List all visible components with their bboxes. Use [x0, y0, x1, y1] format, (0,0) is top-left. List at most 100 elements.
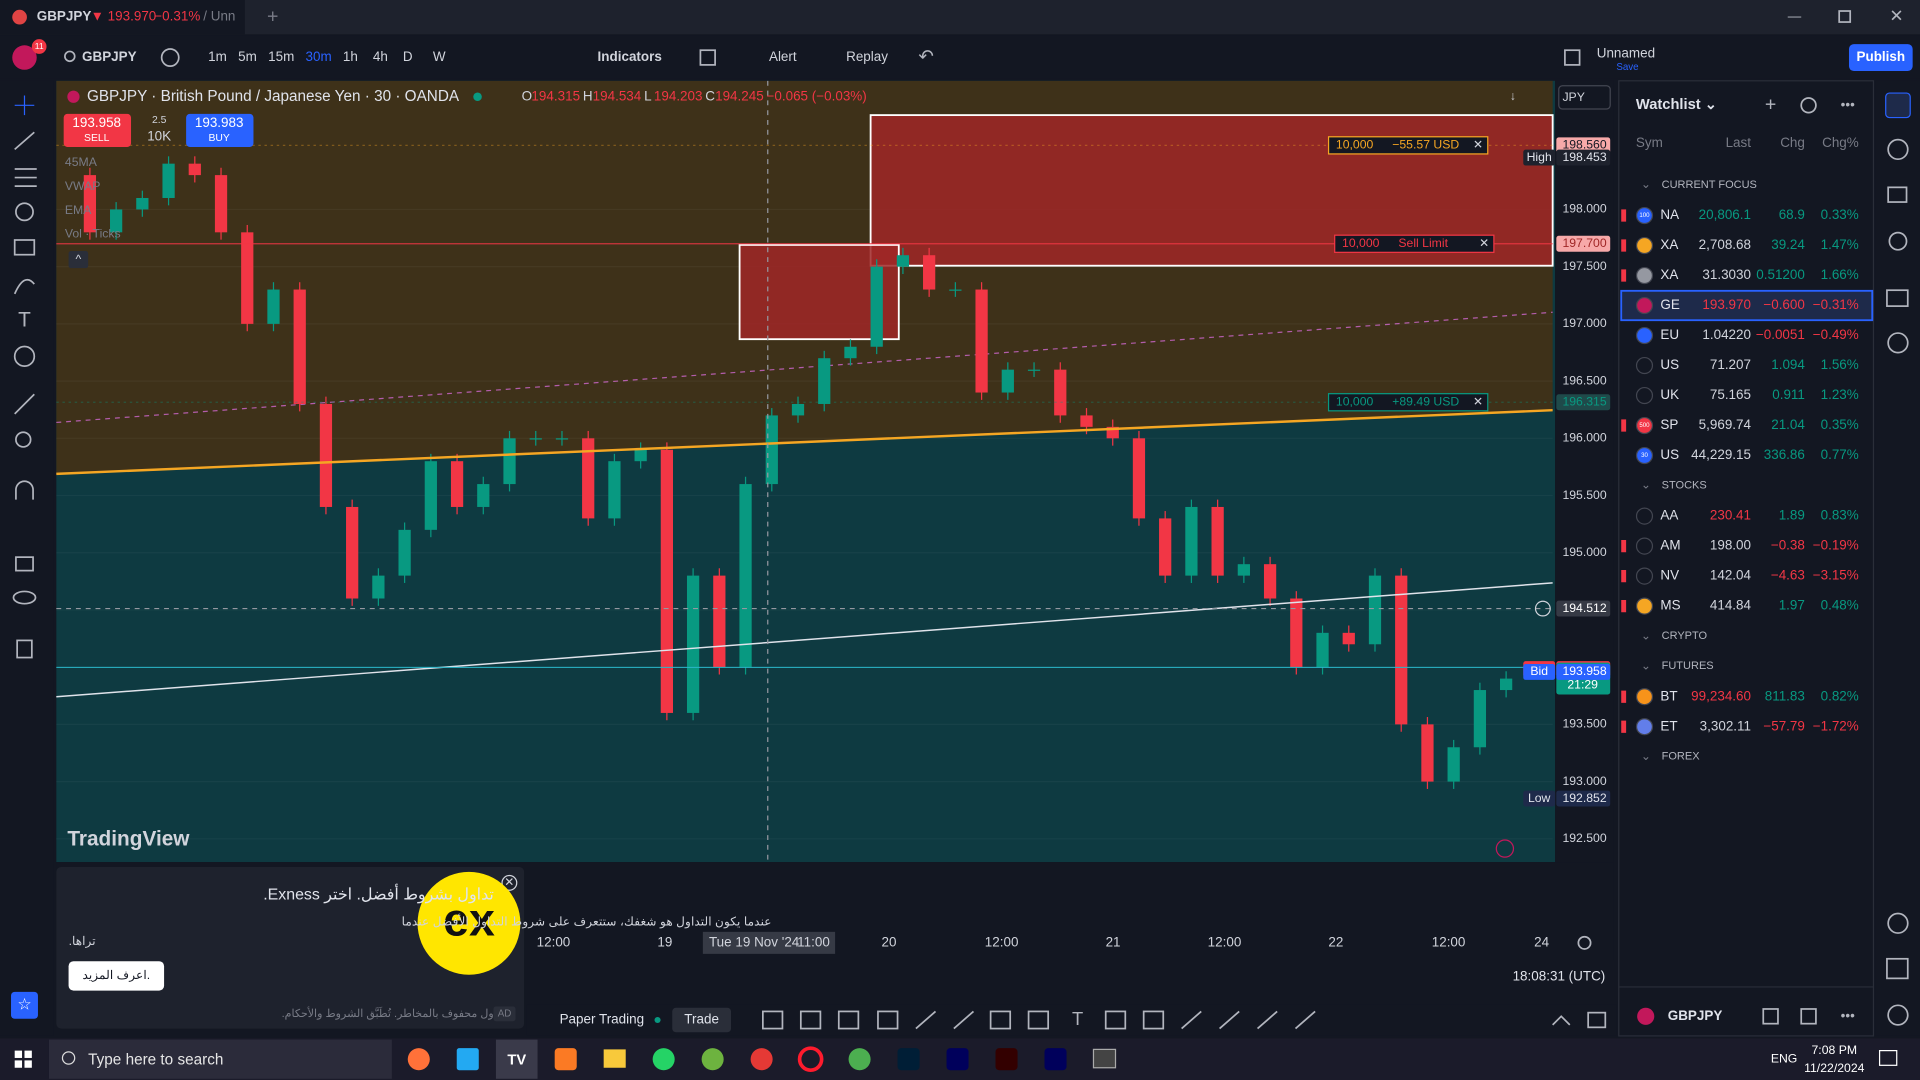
app-vscode[interactable]	[456, 1048, 479, 1071]
help-icon[interactable]	[1887, 1004, 1909, 1026]
search-box[interactable]	[48, 1039, 392, 1079]
detail-symbol[interactable]: GBPJPY	[1668, 1008, 1723, 1023]
watchlist-symbol[interactable]: XA	[1660, 267, 1678, 282]
alerts-icon[interactable]	[1887, 138, 1909, 161]
indicator[interactable]: 45MA	[65, 155, 98, 169]
watchlist-section[interactable]: FUTURES	[1662, 660, 1714, 672]
toolbar-symbol[interactable]: GBPJPY	[82, 49, 137, 64]
tool-g[interactable]	[989, 1010, 1012, 1030]
watchlist-column[interactable]: Last	[1726, 135, 1752, 150]
start-2[interactable]	[24, 1050, 32, 1058]
pattern-tool[interactable]	[15, 202, 34, 222]
tool-f[interactable]	[953, 1010, 975, 1030]
watchlist-column[interactable]: Sym	[1636, 135, 1663, 150]
app-opera[interactable]	[797, 1046, 824, 1073]
add-symbol[interactable]	[160, 48, 180, 67]
watchlist-section-toggle[interactable]: ⌄	[1641, 658, 1651, 672]
indicators-button[interactable]: Indicators	[598, 49, 662, 64]
detail-edit[interactable]	[1800, 1008, 1817, 1025]
event-icon[interactable]	[1495, 839, 1515, 858]
interval[interactable]: 4h	[373, 49, 388, 64]
watchlist-symbol[interactable]: NV	[1660, 568, 1679, 583]
interval[interactable]: 1m	[208, 49, 227, 64]
emoji-tool[interactable]	[13, 345, 36, 367]
watchlist-section-toggle[interactable]: ⌄	[1641, 478, 1651, 492]
collapse-legend[interactable]	[68, 251, 89, 269]
minimize[interactable]: —	[1788, 9, 1802, 24]
indicator[interactable]: VWAP	[65, 179, 101, 193]
tool-m[interactable]	[1256, 1010, 1278, 1030]
watchlist-symbol[interactable]: GE	[1660, 297, 1679, 312]
avatar[interactable]	[12, 45, 37, 70]
notification-center[interactable]	[1878, 1050, 1898, 1066]
indicator[interactable]: Vol · Ticks	[65, 227, 121, 241]
watchlist-symbol[interactable]: ET	[1660, 718, 1677, 733]
watchlist-section-toggle[interactable]: ⌄	[1641, 628, 1651, 642]
watchlist-symbol[interactable]: US	[1660, 357, 1679, 372]
watchlist-section[interactable]: FOREX	[1662, 751, 1701, 763]
app-whatsapp[interactable]	[652, 1048, 675, 1071]
orange-trendline[interactable]	[56, 408, 1553, 476]
replay-button[interactable]: Replay	[846, 49, 888, 64]
new-tab[interactable]: +	[267, 5, 278, 27]
interval[interactable]: 1h	[343, 49, 358, 64]
chat-icon[interactable]	[1886, 289, 1909, 307]
start-1[interactable]	[14, 1050, 23, 1058]
watchlist-section[interactable]: CURRENT FOCUS	[1662, 179, 1757, 191]
app-ai[interactable]	[995, 1048, 1018, 1071]
ruler-tool[interactable]	[14, 393, 35, 415]
clock-date[interactable]: 11/22/2024	[1804, 1061, 1865, 1075]
interval[interactable]: W	[433, 49, 446, 64]
watchlist-title[interactable]: Watchlist ⌄	[1636, 97, 1717, 113]
tool-j[interactable]	[1142, 1010, 1165, 1030]
clock-time[interactable]: 7:08 PM	[1812, 1043, 1858, 1057]
app-pr[interactable]	[946, 1048, 969, 1071]
ideas-icon[interactable]	[1888, 231, 1908, 251]
tool-a[interactable]	[762, 1010, 784, 1030]
add-to-watchlist[interactable]: +	[1765, 93, 1776, 115]
indicator[interactable]: EMA	[65, 203, 92, 217]
watchlist-symbol[interactable]: NA	[1660, 207, 1679, 222]
interval[interactable]: 15m	[268, 49, 294, 64]
watchlist-icon[interactable]	[1885, 92, 1911, 119]
paper-trading[interactable]: Paper Trading	[560, 1012, 645, 1027]
app-xampp[interactable]	[554, 1048, 577, 1071]
lock-tool[interactable]	[15, 556, 34, 572]
forecast-tool[interactable]	[13, 239, 36, 256]
app-red[interactable]	[750, 1048, 773, 1071]
white-trendline[interactable]	[56, 582, 1553, 698]
ad-cta[interactable]	[68, 961, 165, 991]
order-close[interactable]: ✕	[1473, 394, 1483, 408]
watchlist-symbol[interactable]: MS	[1660, 598, 1680, 613]
maximize-panel[interactable]	[1587, 1011, 1607, 1029]
tool-d[interactable]	[877, 1010, 899, 1030]
watchlist-symbol[interactable]: EU	[1660, 327, 1679, 342]
watchlist-section[interactable]: STOCKS	[1662, 479, 1707, 491]
ops-icon[interactable]	[1887, 912, 1909, 934]
magnet-tool[interactable]	[15, 480, 34, 500]
tool-b[interactable]	[799, 1010, 822, 1030]
watchlist-symbol[interactable]: UK	[1660, 387, 1679, 402]
order-close[interactable]: ✕	[1479, 236, 1489, 250]
tool-text[interactable]: T	[1072, 1008, 1083, 1029]
watchlist-symbol[interactable]: SP	[1660, 417, 1678, 432]
calendar-icon[interactable]	[1886, 957, 1909, 980]
watchlist-symbol[interactable]: BT	[1660, 688, 1677, 703]
ad-close[interactable]	[501, 874, 518, 891]
language[interactable]: ENG	[1771, 1051, 1798, 1065]
interval[interactable]: 5m	[238, 49, 257, 64]
tool-c[interactable]	[837, 1010, 860, 1030]
app-chrome[interactable]	[848, 1048, 871, 1071]
watchlist-symbol[interactable]: US	[1660, 447, 1679, 462]
tool-n[interactable]	[1294, 1010, 1316, 1030]
watchlist-symbol[interactable]: AA	[1660, 508, 1678, 523]
delete-tool[interactable]	[16, 639, 33, 659]
axis-settings[interactable]	[1577, 935, 1592, 950]
hide-tool[interactable]	[12, 590, 37, 605]
layout-name[interactable]: Unnamed	[1597, 45, 1655, 60]
maximize[interactable]	[1838, 10, 1852, 23]
close-window[interactable]: ✕	[1889, 6, 1903, 26]
expand-panel[interactable]	[1552, 1015, 1571, 1026]
start-3[interactable]	[14, 1060, 23, 1068]
currency-selector[interactable]	[1558, 85, 1611, 110]
